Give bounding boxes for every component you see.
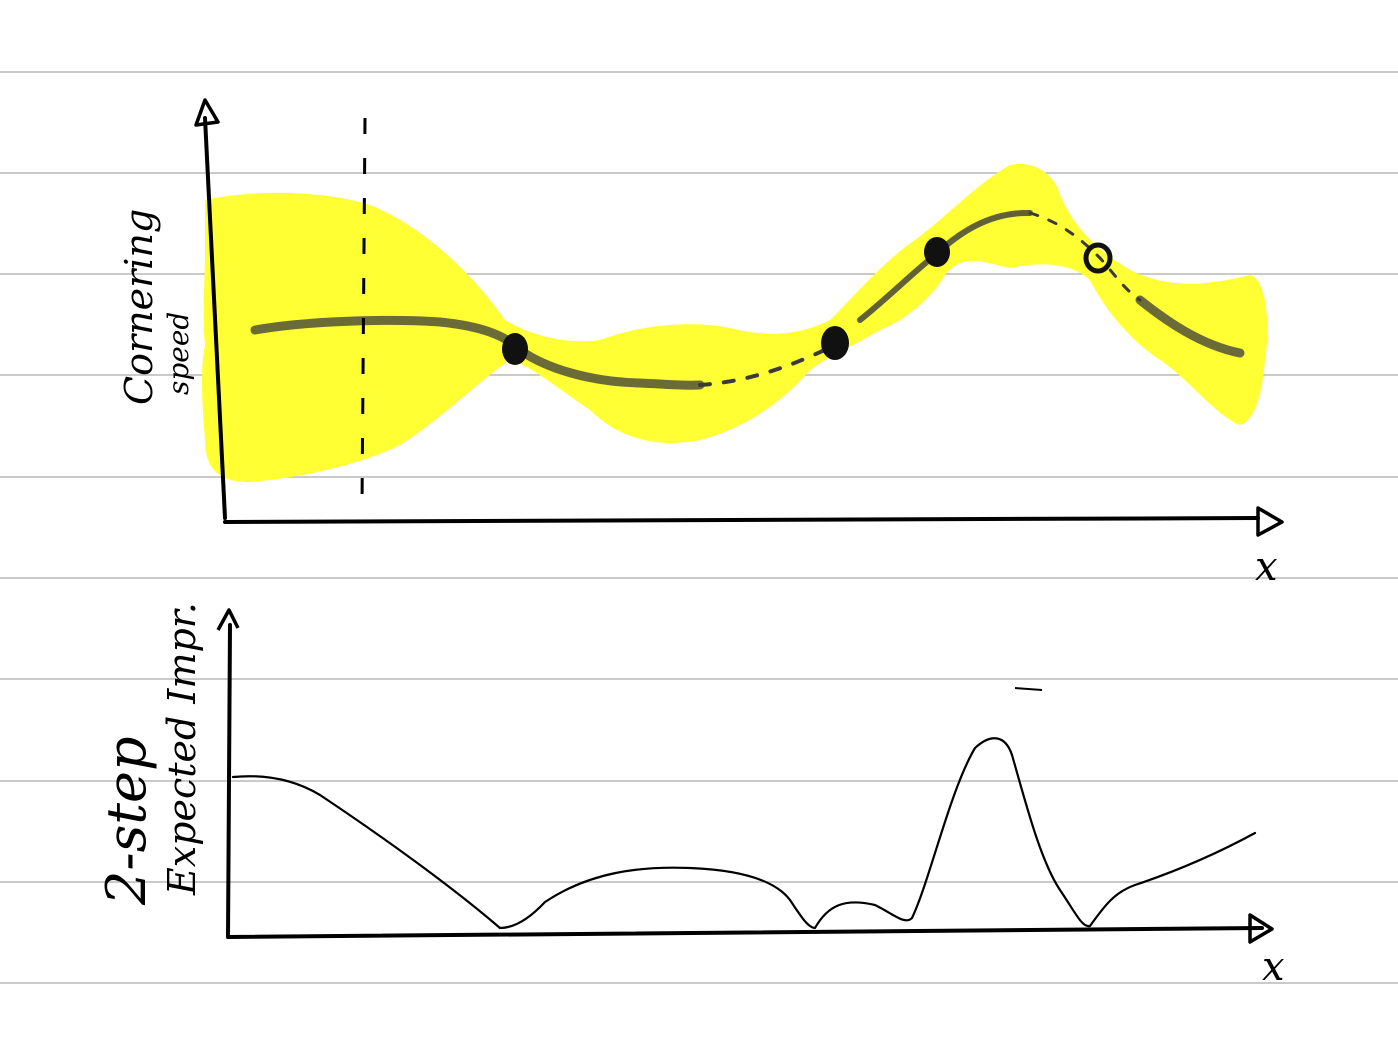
x-axis-arrowhead — [1248, 913, 1274, 944]
observation-point — [821, 326, 849, 360]
x-axis — [226, 926, 1264, 939]
x-axis-label: x — [1255, 544, 1278, 590]
observation-point — [1083, 242, 1113, 274]
y-axis-label-line2: Expected Impr. — [160, 602, 204, 896]
predictive-mean-curve — [698, 343, 837, 387]
observation-point — [924, 237, 950, 267]
y-axis-arrowhead — [216, 608, 240, 631]
candidate-x-marker — [360, 117, 367, 506]
top-plot: Cornering speed x — [117, 98, 1284, 590]
y-axis-arrowhead — [194, 98, 220, 127]
bottom-plot: 2-step Expected Impr. x — [95, 602, 1285, 990]
stray-mark — [1014, 687, 1043, 691]
predictive-mean-curve — [1028, 211, 1142, 302]
observation-point — [502, 333, 528, 365]
uncertainty-band — [201, 164, 1268, 482]
y-axis — [203, 116, 227, 520]
y-axis — [226, 623, 232, 939]
y-axis-label-line1: 2-step — [95, 736, 158, 906]
y-axis-label-line1: Cornering — [117, 209, 161, 405]
x-axis-label: x — [1262, 944, 1285, 990]
x-axis — [223, 516, 1260, 524]
acquisition-curve — [231, 737, 1257, 930]
predictive-mean-curve — [1135, 295, 1245, 358]
x-axis-arrowhead — [1256, 506, 1284, 537]
y-axis-label-line2: speed — [162, 312, 195, 395]
